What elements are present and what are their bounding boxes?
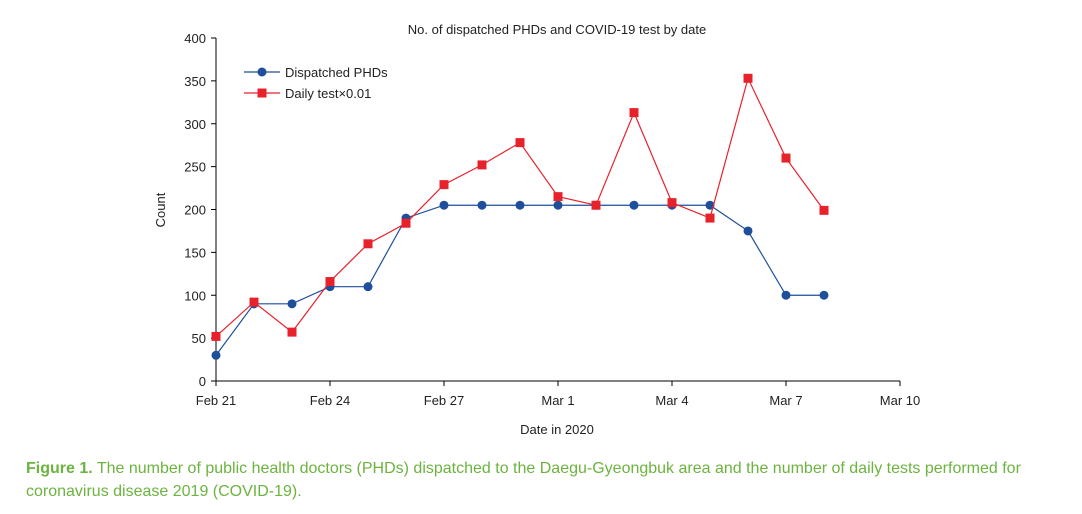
data-point (553, 200, 563, 210)
x-axis-title: Date in 2020 (520, 422, 594, 437)
legend-item: Dispatched PHDs (244, 65, 388, 80)
x-tick-label: Feb 21 (196, 393, 236, 408)
data-point (401, 218, 411, 228)
x-tick-label: Mar 10 (880, 393, 920, 408)
series-dispatched-phds (211, 200, 829, 360)
data-point (629, 108, 639, 118)
y-tick-label: 150 (184, 245, 206, 260)
legend: Dispatched PHDs Daily test×0.01 (244, 65, 388, 101)
data-point (553, 192, 563, 202)
data-point (781, 290, 791, 300)
legend-item: Daily test×0.01 (244, 86, 371, 101)
data-point (249, 297, 259, 307)
data-point (515, 200, 525, 210)
y-tick-label: 300 (184, 117, 206, 132)
y-tick-label: 50 (192, 331, 206, 346)
y-tick-label: 200 (184, 203, 206, 218)
line-chart: No. of dispatched PHDs and COVID-19 test… (153, 22, 920, 437)
series-daily-test (211, 73, 829, 341)
y-tick-label: 400 (184, 31, 206, 46)
data-point (325, 277, 335, 287)
series-line (215, 204, 824, 356)
data-point (211, 350, 221, 360)
chart-title: No. of dispatched PHDs and COVID-19 test… (408, 22, 706, 37)
data-point (363, 282, 373, 292)
legend-label: Daily test×0.01 (285, 86, 371, 101)
data-point (629, 200, 639, 210)
legend-label: Dispatched PHDs (285, 65, 388, 80)
data-point (705, 200, 715, 210)
data-point (781, 153, 791, 163)
data-point (667, 198, 677, 208)
data-point (477, 160, 487, 170)
x-tick-label: Mar 1 (541, 393, 574, 408)
data-point (819, 290, 829, 300)
data-point (477, 200, 487, 210)
series-layer (211, 73, 829, 360)
legend-marker (257, 67, 267, 77)
data-point (705, 213, 715, 223)
x-tick-label: Feb 24 (310, 393, 350, 408)
data-point (743, 73, 753, 83)
data-point (439, 180, 449, 190)
data-point (743, 226, 753, 236)
data-point (211, 331, 221, 341)
x-tick-label: Mar 7 (769, 393, 802, 408)
y-tick-label: 100 (184, 288, 206, 303)
data-point (819, 205, 829, 215)
x-tick-label: Feb 27 (424, 393, 464, 408)
data-point (591, 200, 601, 210)
data-point (515, 138, 525, 148)
y-tick-label: 0 (199, 374, 206, 389)
data-point (363, 239, 373, 249)
figure-label: Figure 1. (26, 460, 93, 477)
data-point (287, 327, 297, 337)
legend-marker (257, 88, 267, 98)
y-axis-title: Count (153, 192, 168, 227)
y-tick-label: 250 (184, 160, 206, 175)
axes: 0 50 100 150 200 250 300 350 400 Feb 21 Feb 24 Feb … (184, 31, 920, 408)
data-point (439, 200, 449, 210)
x-tick-label: Mar 4 (655, 393, 688, 408)
y-tick-label: 350 (184, 74, 206, 89)
figure-caption-text: The number of public health doctors (PHD… (26, 460, 1021, 500)
figure-caption: Figure 1. The number of public health do… (26, 457, 1066, 503)
data-point (287, 299, 297, 309)
